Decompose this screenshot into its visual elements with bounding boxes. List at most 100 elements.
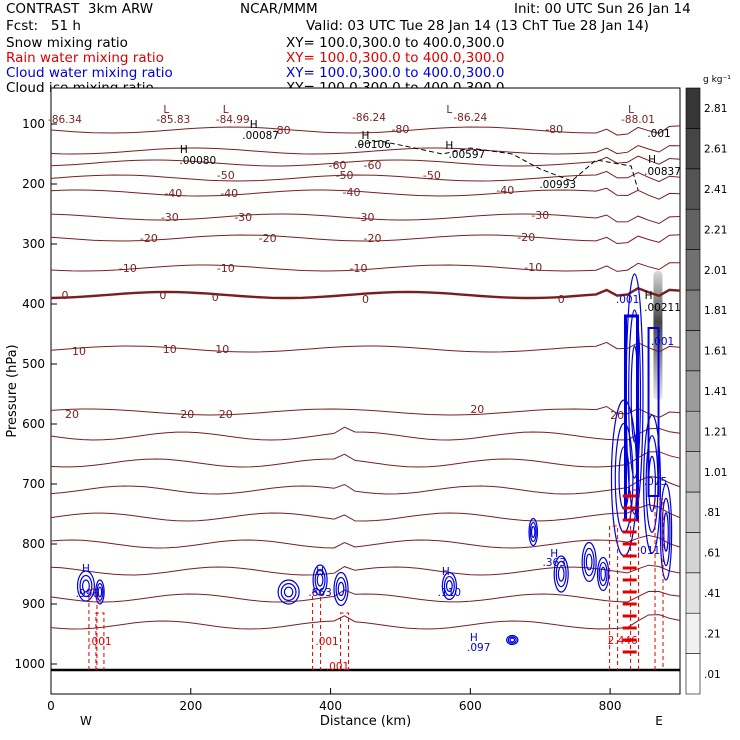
extremum-label: H — [362, 130, 370, 142]
colorbar-label: 2.61 — [704, 144, 727, 156]
extremum-label: -86.24 — [352, 112, 386, 124]
extremum-label: H — [648, 154, 656, 166]
contour-label: 20 — [219, 408, 233, 421]
extremum-label: .001 — [88, 636, 111, 648]
x-tick-label: 0 — [47, 699, 55, 713]
x-tick-label: 600 — [459, 699, 482, 713]
field-rain-xy: XY= 100.0,300.0 to 400.0,300.0 — [286, 50, 505, 66]
west-label: W — [80, 714, 92, 728]
colorbar-swatch — [685, 249, 701, 291]
extremum-label: .00993 — [539, 179, 576, 191]
isotherm-contour — [50, 341, 681, 353]
colorbar-label: 2.81 — [704, 103, 727, 115]
contour-label: -40 — [343, 186, 361, 199]
cloud-water-contour — [337, 581, 345, 597]
cloud-water-contour — [76, 570, 95, 602]
cloud-water-contour — [507, 636, 517, 644]
contour-label: -60 — [364, 159, 382, 172]
isotherm-contour — [50, 504, 681, 522]
cloud-water-contour — [596, 556, 610, 592]
x-tick-label: 800 — [599, 699, 622, 713]
contour-label: 10 — [215, 343, 229, 356]
cloud-water-contour — [79, 574, 93, 598]
isotherm-contour — [50, 213, 681, 225]
colorbar-unit: g kg⁻¹ — [703, 75, 731, 85]
cloud-water-contour — [333, 571, 349, 607]
cloud-water-contour — [659, 483, 673, 581]
contour-label: 0 — [159, 289, 166, 302]
model-title: CONTRAST 3km ARW — [6, 1, 154, 17]
colorbar-swatch — [685, 330, 701, 372]
isotherm-contour — [50, 234, 681, 245]
contour-label: -30 — [161, 211, 179, 224]
extremum-label: -86.34 — [48, 114, 82, 126]
y-tick-label: 300 — [22, 237, 45, 251]
colorbar-label: .61 — [704, 548, 721, 560]
colorbar-swatch — [685, 208, 701, 250]
colorbar-label: 1.81 — [704, 305, 727, 317]
cloud-water-contour — [443, 575, 455, 597]
colorbar-label: .41 — [704, 588, 721, 600]
extremum-label: .996 — [76, 588, 100, 600]
colorbar-label: 2.41 — [704, 184, 727, 196]
contour-label: -80 — [545, 123, 563, 136]
isotherm-contour — [50, 534, 681, 549]
colorbar-label: 1.21 — [704, 426, 727, 438]
extremum-label: H — [180, 144, 188, 156]
rain-contour — [340, 612, 350, 670]
extremum-label: L — [223, 104, 229, 116]
y-tick-label: 800 — [22, 537, 45, 551]
extremum-label: .00106 — [354, 139, 391, 151]
x-tick-label: 200 — [179, 699, 202, 713]
extremum-label: .110 — [438, 587, 461, 599]
contour-label: -50 — [423, 169, 441, 182]
extremum-label: -88.01 — [621, 114, 655, 126]
cloud-water-contour — [283, 586, 294, 598]
isotherm-contour — [50, 451, 681, 468]
cloud-water-contour — [553, 555, 569, 593]
extremum-label: .00597 — [448, 149, 485, 161]
extremum-label: .001 — [315, 636, 338, 648]
extremum-label: H — [250, 119, 258, 131]
contour-label: -10 — [217, 262, 235, 275]
extremum-label: -86.24 — [453, 112, 487, 124]
x-tick-label: 400 — [319, 699, 342, 713]
field-cloudwater-xy: XY= 100.0,300.0 to 400.0,300.0 — [286, 65, 505, 81]
cloud-water-contour — [509, 637, 516, 643]
colorbar-swatch — [685, 451, 701, 493]
contour-label: 20 — [610, 409, 624, 422]
contour-label: -80 — [391, 123, 409, 136]
cloud-water-contour — [312, 564, 328, 596]
cloud-water-contour — [598, 561, 608, 587]
cloud-water-contour — [280, 582, 297, 601]
rain-contour — [654, 498, 664, 670]
extremum-label: -85.83 — [156, 114, 190, 126]
field-snow-xy: XY= 100.0,300.0 to 400.0,300.0 — [286, 35, 505, 51]
contour-label: -20 — [517, 231, 535, 244]
colorbar-swatch — [685, 87, 701, 129]
contour-label: -10 — [119, 262, 137, 275]
colorbar-swatch — [685, 572, 701, 614]
contour-label: -40 — [220, 187, 238, 200]
colorbar-swatch — [685, 653, 701, 695]
cloud-water-contour — [581, 541, 597, 583]
contour-label: -20 — [259, 232, 277, 245]
contour-label: -20 — [364, 232, 382, 245]
contour-label: 0 — [212, 291, 219, 304]
isotherm-contour — [50, 589, 681, 603]
cloud-water-contour — [557, 566, 565, 582]
contour-label: 10 — [72, 345, 86, 358]
isotherm-contour — [50, 426, 681, 441]
rain-contour — [88, 588, 98, 670]
isotherm-contour — [50, 125, 681, 136]
contour-label: 0 — [61, 289, 68, 302]
contour-label: -20 — [140, 232, 158, 245]
contour-label: -40 — [496, 184, 514, 197]
contour-label: -50 — [217, 169, 235, 182]
extremum-label: .363 — [543, 557, 566, 569]
extremum-label: H — [445, 140, 453, 152]
isotherm-contour — [50, 614, 681, 630]
colorbar-swatch — [685, 410, 701, 452]
colorbar-swatch — [685, 612, 701, 654]
cloud-water-contour — [277, 579, 300, 605]
